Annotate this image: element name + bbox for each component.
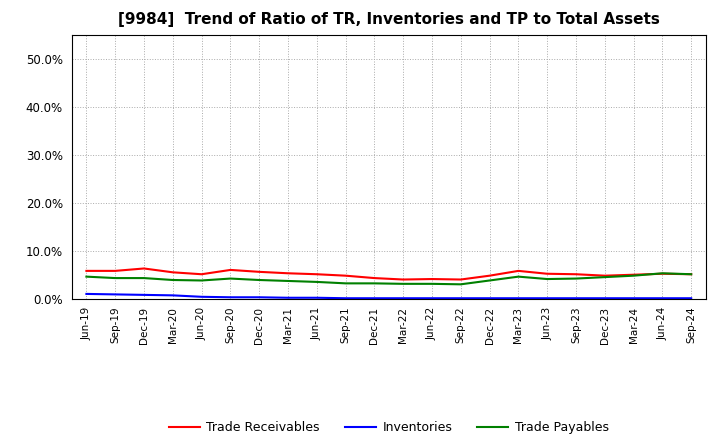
Line: Trade Payables: Trade Payables xyxy=(86,273,691,284)
Trade Payables xyxy=(168,277,177,282)
Trade Payables xyxy=(399,281,408,286)
Trade Receivables xyxy=(140,266,148,271)
Inventories xyxy=(600,296,609,301)
Inventories xyxy=(456,296,465,301)
Trade Payables xyxy=(572,276,580,281)
Trade Payables xyxy=(197,278,206,283)
Inventories xyxy=(168,293,177,298)
Trade Receivables xyxy=(629,272,638,277)
Inventories xyxy=(370,296,379,301)
Inventories xyxy=(485,296,494,301)
Trade Payables xyxy=(255,277,264,282)
Inventories xyxy=(572,296,580,301)
Inventories xyxy=(284,295,292,301)
Inventories xyxy=(543,296,552,301)
Trade Payables xyxy=(456,282,465,287)
Trade Receivables xyxy=(600,273,609,279)
Trade Receivables xyxy=(485,273,494,279)
Trade Receivables xyxy=(370,275,379,281)
Trade Payables xyxy=(312,279,321,285)
Trade Payables xyxy=(341,281,350,286)
Line: Trade Receivables: Trade Receivables xyxy=(86,268,691,279)
Trade Receivables xyxy=(572,271,580,277)
Trade Payables xyxy=(284,279,292,284)
Trade Payables xyxy=(485,278,494,283)
Inventories xyxy=(255,295,264,300)
Inventories xyxy=(341,296,350,301)
Inventories xyxy=(111,292,120,297)
Trade Payables xyxy=(82,274,91,279)
Trade Receivables xyxy=(456,277,465,282)
Trade Receivables xyxy=(341,273,350,279)
Trade Receivables xyxy=(226,267,235,272)
Inventories xyxy=(140,292,148,297)
Inventories xyxy=(629,296,638,301)
Trade Receivables xyxy=(687,271,696,277)
Trade Payables xyxy=(629,273,638,279)
Trade Receivables xyxy=(312,271,321,277)
Trade Receivables xyxy=(284,271,292,276)
Trade Receivables xyxy=(543,271,552,276)
Inventories xyxy=(312,295,321,301)
Trade Payables xyxy=(687,271,696,277)
Line: Inventories: Inventories xyxy=(86,294,691,298)
Trade Payables xyxy=(140,275,148,281)
Inventories xyxy=(428,296,436,301)
Trade Receivables xyxy=(255,269,264,275)
Trade Payables xyxy=(370,281,379,286)
Trade Receivables xyxy=(399,277,408,282)
Inventories xyxy=(226,295,235,300)
Title: [9984]  Trend of Ratio of TR, Inventories and TP to Total Assets: [9984] Trend of Ratio of TR, Inventories… xyxy=(118,12,660,27)
Trade Receivables xyxy=(514,268,523,274)
Trade Payables xyxy=(428,281,436,286)
Inventories xyxy=(197,294,206,300)
Inventories xyxy=(687,296,696,301)
Legend: Trade Receivables, Inventories, Trade Payables: Trade Receivables, Inventories, Trade Pa… xyxy=(164,416,613,439)
Trade Payables xyxy=(600,275,609,280)
Inventories xyxy=(399,296,408,301)
Trade Receivables xyxy=(428,276,436,282)
Trade Payables xyxy=(543,276,552,282)
Trade Payables xyxy=(514,274,523,279)
Inventories xyxy=(658,296,667,301)
Trade Receivables xyxy=(168,270,177,275)
Trade Receivables xyxy=(82,268,91,274)
Trade Payables xyxy=(226,276,235,281)
Trade Payables xyxy=(111,275,120,281)
Trade Receivables xyxy=(658,271,667,276)
Inventories xyxy=(514,296,523,301)
Inventories xyxy=(82,291,91,297)
Trade Receivables xyxy=(111,268,120,274)
Trade Receivables xyxy=(197,271,206,277)
Trade Payables xyxy=(658,271,667,276)
